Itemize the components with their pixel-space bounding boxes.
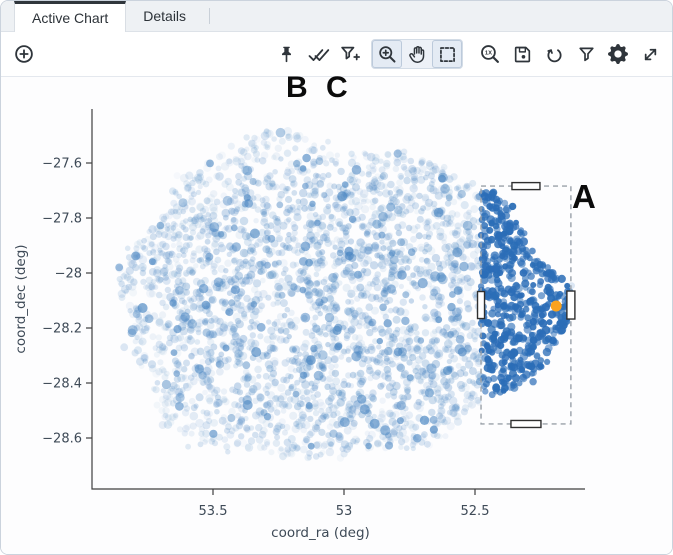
selection-handle-bottom[interactable] — [510, 419, 542, 429]
y-tick-label: −28 — [55, 267, 82, 282]
scatter-plot-panel[interactable]: −27.6 −27.8 −28 −28.2 −28.4 −28.6 53.5 53 52.5 co… — [1, 73, 673, 555]
circle-plus-icon — [13, 43, 35, 65]
filter-button[interactable] — [573, 41, 599, 67]
tab-bar: Active Chart Details — [1, 1, 672, 32]
selection-handle-right[interactable] — [566, 290, 576, 320]
add-filter-button[interactable] — [337, 41, 363, 67]
refresh-button[interactable] — [541, 41, 567, 67]
pin-button[interactable] — [273, 41, 299, 67]
tab-active-chart[interactable]: Active Chart — [14, 1, 127, 32]
magnifier-1x-icon: 1X — [479, 43, 501, 65]
hand-icon — [407, 44, 428, 65]
zoom-reset-button[interactable]: 1X — [477, 41, 503, 67]
y-tick-label: −27.8 — [42, 212, 82, 227]
annotation-C: C — [326, 71, 348, 104]
diagonal-arrows-icon — [640, 44, 661, 65]
funnel-plus-icon — [339, 43, 361, 65]
tab-separator — [209, 8, 211, 24]
pan-tool[interactable] — [402, 40, 432, 68]
settings-button[interactable] — [605, 41, 631, 67]
gear-icon — [608, 44, 628, 64]
x-axis-title: coord_ra (deg) — [271, 525, 370, 541]
funnel-icon — [576, 44, 597, 65]
pushpin-icon — [276, 44, 297, 65]
resize-button[interactable] — [637, 41, 663, 67]
select-all-button[interactable] — [305, 41, 331, 67]
selection-handle-top[interactable] — [511, 181, 541, 191]
save-button[interactable] — [509, 41, 535, 67]
box-select-tool[interactable] — [432, 40, 462, 68]
y-tick-label: −28.4 — [42, 377, 82, 392]
magnifier-plus-icon — [377, 44, 398, 65]
y-axis-title: coord_dec (deg) — [13, 244, 29, 353]
floppy-icon — [512, 44, 533, 65]
x-tick-label: 52.5 — [461, 504, 490, 519]
highlighted-point — [550, 300, 562, 312]
selection-handle-left[interactable] — [476, 290, 486, 320]
add-panel-button[interactable] — [11, 41, 37, 67]
x-tick-label: 53 — [336, 504, 353, 519]
double-check-icon — [307, 43, 330, 66]
annotation-B: B — [286, 71, 308, 104]
zoom-in-tool[interactable] — [372, 40, 402, 68]
scatter-plot-canvas[interactable]: −27.6 −27.8 −28 −28.2 −28.4 −28.6 53.5 53 52.5 co… — [1, 77, 673, 555]
svg-text:1X: 1X — [485, 51, 492, 57]
y-tick-label: −27.6 — [42, 157, 82, 172]
gesture-tool-group — [371, 39, 463, 69]
tab-details[interactable]: Details — [143, 8, 187, 24]
x-tick-label: 53.5 — [199, 504, 228, 519]
chart-toolbar: 1X — [1, 32, 672, 77]
dashed-box-icon — [437, 44, 458, 65]
y-tick-label: −28.2 — [42, 322, 82, 337]
rotate-icon — [544, 44, 565, 65]
y-tick-label: −28.6 — [42, 432, 82, 447]
annotation-A: A — [572, 178, 596, 215]
